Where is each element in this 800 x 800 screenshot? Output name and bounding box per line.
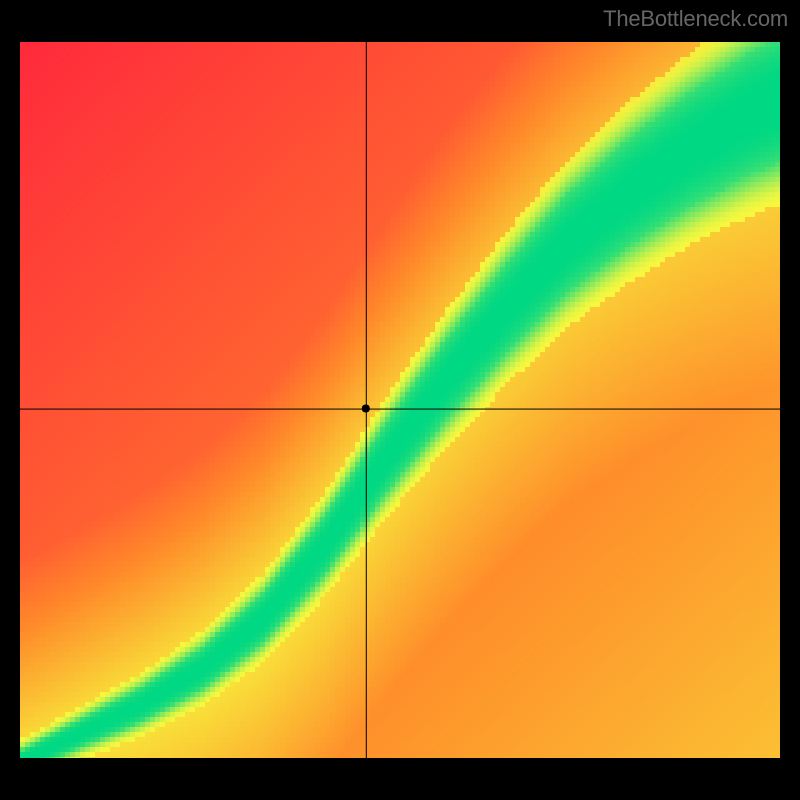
heatmap-canvas (0, 0, 800, 800)
watermark-text: TheBottleneck.com (603, 6, 788, 32)
chart-container: TheBottleneck.com (0, 0, 800, 800)
